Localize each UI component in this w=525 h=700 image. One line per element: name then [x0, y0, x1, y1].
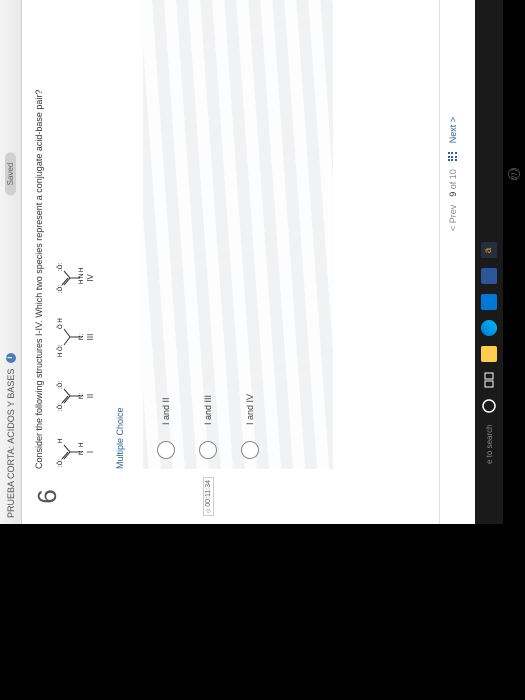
svg-text:N: N [79, 451, 84, 455]
svg-text:H Ö:: H Ö: [57, 344, 64, 357]
svg-text:H N H: H N H [79, 268, 84, 284]
windows-taskbar[interactable]: e to search a [475, 0, 503, 524]
svg-text::Ö:: :Ö: [57, 403, 64, 411]
mc-label: Multiple Choice [115, 0, 125, 469]
svg-text:N:: N: [79, 334, 84, 340]
page-current: 9 [448, 192, 458, 197]
mail-icon[interactable] [481, 294, 497, 310]
quiz-title: PRUEBA CORTA: ACIDOS Y BASES [6, 369, 16, 518]
hp-logo-icon [508, 164, 520, 184]
svg-text:H: H [79, 443, 84, 447]
option-a[interactable]: I and II [157, 0, 175, 459]
radio-a[interactable] [157, 441, 175, 459]
option-c[interactable]: I and IV [241, 0, 259, 459]
info-icon[interactable]: i [6, 353, 16, 363]
structure-3: H Ö:Ö HN: III [54, 317, 95, 357]
structure-2: :Ö::Ö:N: II [54, 379, 95, 413]
edge-icon[interactable] [481, 320, 497, 336]
laptop-bezel: ⚡ [503, 0, 525, 524]
svg-text::Ö:: :Ö: [57, 285, 64, 293]
structures-row: :Ö:HNH I :Ö::Ö:N: II H Ö:Ö HN: III :Ö::Ö… [54, 0, 95, 469]
quiz-header: PRUEBA CORTA: ACIDOS Y BASES i Saved Hel… [0, 0, 22, 524]
grid-icon[interactable] [448, 151, 458, 161]
svg-text:N:: N: [79, 393, 84, 399]
radio-c[interactable] [241, 441, 259, 459]
cortana-icon[interactable] [481, 398, 497, 414]
option-b[interactable]: I and III [199, 0, 217, 459]
options-area: I and II I and III I and IV [143, 0, 333, 469]
word-icon[interactable] [481, 268, 497, 284]
svg-text::Ö:: :Ö: [57, 263, 64, 271]
structure-4: :Ö::Ö:H N H IV [54, 261, 95, 295]
svg-text:Ö H: Ö H [57, 318, 64, 329]
question-prompt: Consider the following structures I-IV. … [34, 0, 44, 469]
clock-icon [205, 509, 212, 513]
svg-text::Ö:: :Ö: [57, 459, 64, 467]
svg-text::Ö:: :Ö: [57, 381, 64, 389]
saved-pill: Saved [5, 153, 16, 196]
timer: 00:11:34 [203, 477, 214, 516]
folder-icon[interactable] [481, 346, 497, 362]
taskbar-search[interactable]: e to search [485, 424, 494, 464]
pagination-bar: < Prev 9 of 10 Next > [439, 0, 465, 524]
prev-button[interactable]: < Prev [448, 205, 458, 231]
radio-b[interactable] [199, 441, 217, 459]
page-total: 10 [448, 169, 458, 179]
amazon-icon[interactable]: a [481, 242, 497, 258]
structure-1: :Ö:HNH I [54, 435, 95, 469]
svg-text:H: H [58, 439, 64, 443]
next-button[interactable]: Next > [448, 117, 458, 143]
taskview-icon[interactable] [481, 372, 497, 388]
question-number: 6 [32, 477, 63, 516]
